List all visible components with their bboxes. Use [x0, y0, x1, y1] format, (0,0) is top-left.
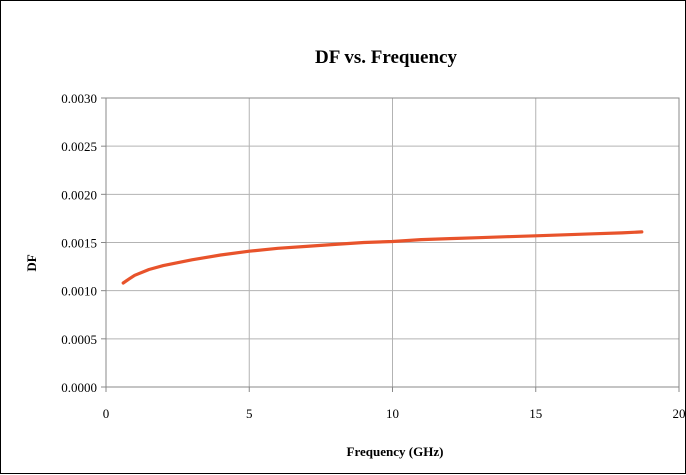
x-tick-label: 0 — [103, 406, 110, 421]
x-tick-label: 20 — [673, 406, 686, 421]
y-tick-label: 0.0015 — [61, 236, 97, 251]
x-axis-label: Frequency (GHz) — [347, 444, 444, 459]
axes: 0.0000 0.0005 0.0010 0.0015 0.0020 0.0025 0.00… — [61, 91, 685, 421]
chart-title: DF vs. Frequency — [315, 47, 457, 68]
y-tick-label: 0.0010 — [61, 284, 97, 299]
series-layer — [121, 230, 644, 285]
y-tick-label: 0.0005 — [61, 332, 97, 347]
y-axis-label: DF — [24, 254, 39, 271]
x-tick-label: 5 — [246, 406, 253, 421]
y-tick-label: 0.0000 — [61, 380, 97, 395]
x-tick-label: 15 — [529, 406, 542, 421]
y-tick-label: 0.0030 — [61, 91, 97, 106]
df-series-line — [121, 230, 644, 285]
x-tick-label: 10 — [386, 406, 399, 421]
y-tick-label: 0.0025 — [61, 139, 97, 154]
y-tick-label: 0.0020 — [61, 187, 97, 202]
